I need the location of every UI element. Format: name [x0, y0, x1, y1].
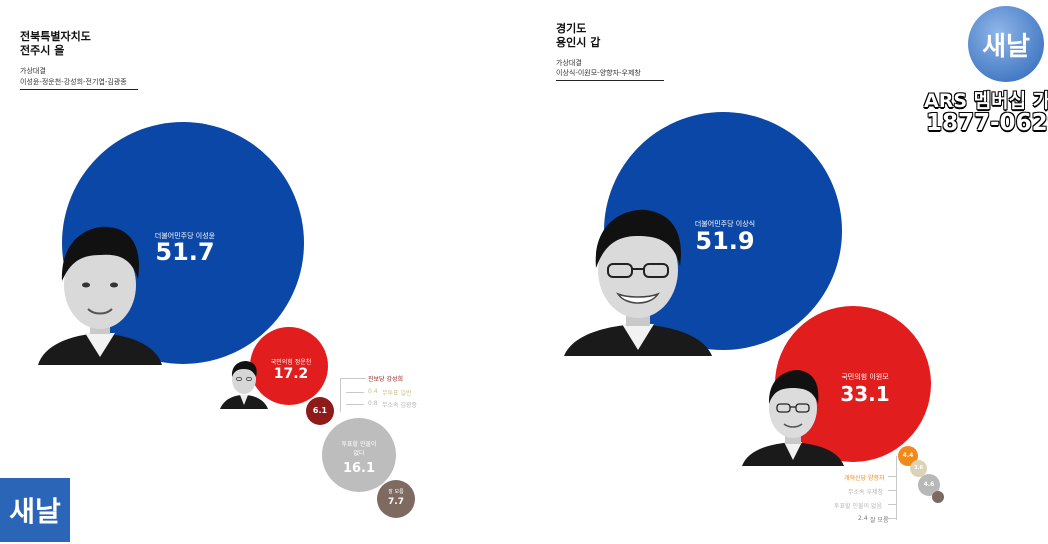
candidate-photo-lee-seongyun — [30, 205, 170, 365]
brand-logo-square: 새날 — [0, 478, 70, 542]
label-no-candidate: 투표할 인물이 없음 — [834, 503, 882, 510]
header-rule — [556, 80, 664, 81]
brand-logo-circle: 새날 — [968, 6, 1044, 82]
label-minor-2: 무소속 김광종 — [382, 402, 418, 409]
value-minor-1: 0.4 — [368, 388, 378, 395]
chart-title-line2: 전주시 을 — [20, 44, 65, 57]
bubble-ppp-value: 33.1 — [840, 382, 890, 406]
bubble-unsure — [932, 491, 944, 503]
leader-line — [896, 456, 897, 520]
candidate-photo-jeong-uncheon — [218, 353, 270, 409]
chart-title: 경기도 용인시 갑 — [556, 22, 600, 50]
chart-title-line1: 전북특별자치도 — [20, 30, 91, 43]
brand-logo-square-text: 새날 — [9, 495, 61, 528]
bubble-ppp — [250, 327, 328, 405]
chart-candidates: 이상식-이원모-양향자-우제창 — [556, 69, 641, 77]
bubble-unsure — [377, 480, 415, 518]
candidate-photo-lee-sangsik — [558, 190, 718, 356]
bubble-minjoo-label: 더불어민주당 이성윤 — [154, 232, 216, 240]
bubble-no-candidate-value: 16.1 — [342, 461, 376, 476]
bubble-ppp-label: 국민의힘 정운천 — [270, 359, 312, 366]
leader-line — [340, 378, 366, 379]
chart-candidates: 이성윤-정운천-강성희-전기엽-김광종 — [20, 78, 127, 86]
label-independent: 무소속 우제창 — [848, 489, 884, 496]
value-minor-2: 0.8 — [368, 400, 378, 407]
bubble-minjoo-value: 51.7 — [155, 238, 215, 266]
leader-line — [346, 392, 364, 393]
bubble-unsure-value: 7.7 — [388, 497, 404, 507]
header-rule — [20, 89, 138, 90]
candidate-photo-lee-wonmo — [738, 362, 848, 466]
bubble-jinbo-value: 6.1 — [312, 406, 328, 415]
leader-line — [340, 378, 341, 412]
chart-title-line2: 용인시 갑 — [556, 36, 601, 49]
bubble-no-candidate-label: 투표할 인물이 없다 — [341, 441, 377, 457]
bubble-minjoo-value: 51.9 — [695, 227, 755, 255]
bubble-no-candidate — [322, 418, 396, 492]
bubble-no-candidate-value: 4.6 — [923, 481, 935, 488]
leader-line — [888, 518, 896, 519]
chart-title: 전북특별자치도 전주시 을 — [20, 30, 91, 58]
bubble-independent — [910, 460, 927, 477]
chart-subtitle: 가상대결 — [556, 59, 582, 67]
chart-subtitle: 가상대결 — [20, 67, 46, 75]
ars-phone-number: 1877-0629 — [926, 110, 1048, 136]
chart-title-line1: 경기도 — [556, 22, 587, 35]
label-jinbo: 진보당 강성희 — [368, 376, 404, 383]
brand-logo-text: 새날 — [982, 31, 1030, 62]
bubble-minjoo-label: 더불어민주당 이상식 — [694, 220, 756, 228]
chart-jeonju-eul: 전북특별자치도 전주시 을 가상대결 이성윤-정운천-강성희-전기엽-김광종 더… — [0, 0, 500, 544]
label-unsure: 잘 모름 — [870, 517, 889, 524]
leader-line — [888, 490, 896, 491]
bubble-jinbo — [306, 397, 334, 425]
bubble-ppp-value: 17.2 — [273, 366, 309, 382]
bubble-independent-value: 3.6 — [914, 465, 923, 471]
leader-line — [888, 504, 896, 505]
chart-yongin-gap: 경기도 용인시 갑 가상대결 이상식-이원모-양향자-우제창 더불어민주당 이상… — [530, 0, 1030, 544]
bubble-unsure-label: 잘 모름 — [388, 489, 404, 495]
label-gaehyeok: 개혁신당 양향자 — [844, 475, 885, 482]
value-unsure: 2.4 — [858, 515, 868, 522]
label-minor-1: 무투표 일반 — [382, 390, 412, 397]
leader-line — [888, 476, 896, 477]
ars-membership-text: ARS 멤버십 가입 — [924, 90, 1048, 112]
leader-line — [346, 404, 364, 405]
bubble-ppp-label: 국민의힘 이원모 — [841, 373, 889, 381]
bubble-gaehyeok-value: 4.4 — [902, 452, 914, 459]
bubble-no-candidate — [918, 474, 940, 496]
